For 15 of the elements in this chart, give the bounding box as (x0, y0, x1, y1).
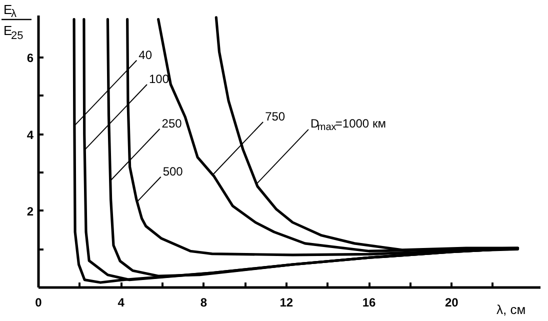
x-tick-label: 12 (280, 296, 294, 310)
x-tick-label: 8 (200, 296, 208, 310)
annotation: 40 (138, 48, 152, 62)
x-tick-label: 20 (444, 296, 459, 310)
annotation: 100 (148, 72, 170, 86)
y-tick-label: 2 (26, 204, 34, 218)
annotation: 250 (162, 116, 182, 130)
y-tick-label: 6 (26, 51, 34, 66)
y-tick-label: 4 (26, 128, 34, 142)
annotation: 750 (265, 109, 286, 124)
x-tick-label: 4 (118, 296, 125, 310)
x-tick-label: 16 (362, 296, 376, 310)
annotation: 500 (162, 164, 184, 178)
x-axis-title: λ, см (496, 302, 526, 317)
x-tick-label: 0 (35, 296, 42, 310)
